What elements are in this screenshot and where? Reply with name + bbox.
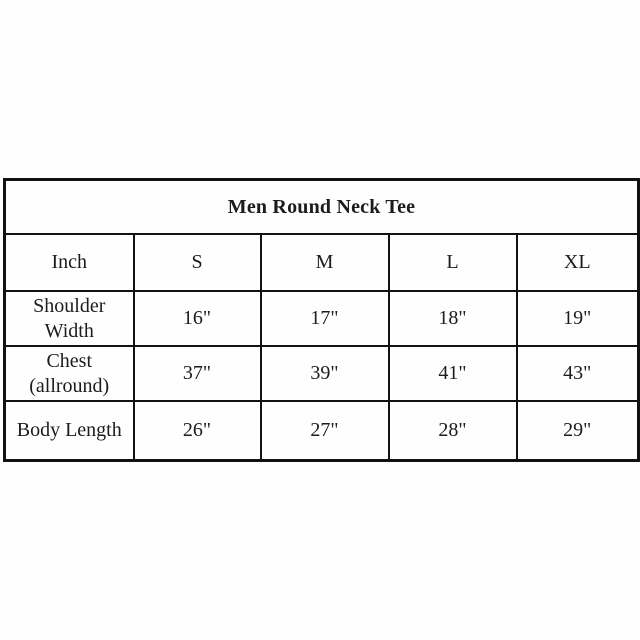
cell-chest-l: 41" xyxy=(387,345,518,402)
row-label-shoulder-width: Shoulder Width xyxy=(3,290,135,347)
cell-body-length-s: 26" xyxy=(132,400,262,462)
cell-shoulder-width-l: 18" xyxy=(387,290,518,347)
header-row: Inch S M L XL xyxy=(3,233,640,292)
column-header-size-xl: XL xyxy=(515,233,640,292)
title-row: Men Round Neck Tee xyxy=(3,178,640,235)
cell-shoulder-width-m: 17" xyxy=(259,290,390,347)
table-row-body-length: Body Length 26" 27" 28" 29" xyxy=(3,400,640,462)
chart-title: Men Round Neck Tee xyxy=(3,178,640,235)
cell-chest-xl: 43" xyxy=(515,345,640,402)
table-row-chest: Chest (allround) 37" 39" 41" 43" xyxy=(3,345,640,402)
size-chart-table: Men Round Neck Tee Inch S M L XL Shoulde… xyxy=(3,178,640,462)
cell-chest-m: 39" xyxy=(259,345,390,402)
table-row-shoulder-width: Shoulder Width 16" 17" 18" 19" xyxy=(3,290,640,347)
column-header-size-m: M xyxy=(259,233,390,292)
cell-shoulder-width-xl: 19" xyxy=(515,290,640,347)
cell-body-length-m: 27" xyxy=(259,400,390,462)
column-header-size-s: S xyxy=(132,233,262,292)
row-label-chest: Chest (allround) xyxy=(3,345,135,402)
column-header-size-l: L xyxy=(387,233,518,292)
column-header-unit-inch: Inch xyxy=(3,233,135,292)
cell-shoulder-width-s: 16" xyxy=(132,290,262,347)
cell-chest-s: 37" xyxy=(132,345,262,402)
cell-body-length-xl: 29" xyxy=(515,400,640,462)
row-label-body-length: Body Length xyxy=(3,400,135,462)
cell-body-length-l: 28" xyxy=(387,400,518,462)
